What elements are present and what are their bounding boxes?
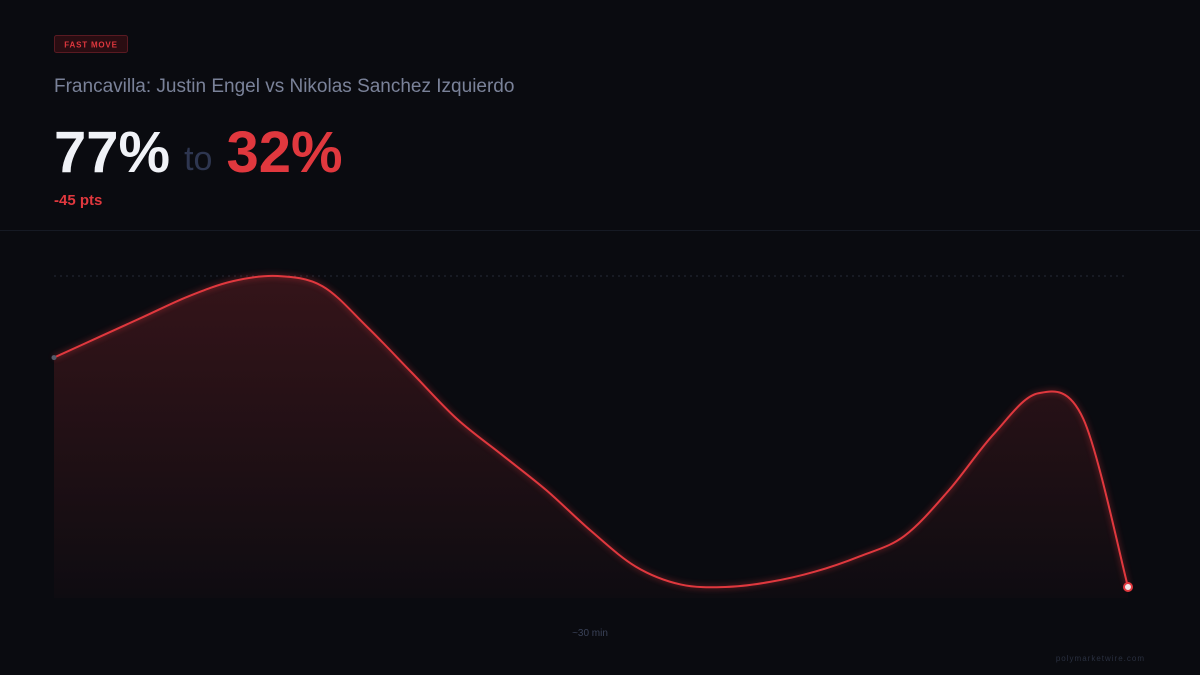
badge-text: FAST MOVE bbox=[64, 41, 117, 50]
from-value: 77% bbox=[54, 120, 170, 185]
line bbox=[53, 274, 1129, 589]
connector: to bbox=[184, 140, 212, 178]
source: polymarketwire.com bbox=[1056, 654, 1145, 663]
end-point bbox=[1123, 582, 1133, 592]
change: -45 pts bbox=[54, 192, 102, 209]
badge bbox=[54, 35, 128, 53]
to-value: 32% bbox=[226, 120, 342, 185]
plot bbox=[51, 273, 1133, 598]
x-label: ~30 min bbox=[572, 628, 608, 639]
start-point bbox=[51, 355, 57, 361]
area bbox=[54, 275, 1128, 598]
chart-title: Francavilla: Justin Engel vs Nikolas San… bbox=[54, 76, 514, 97]
